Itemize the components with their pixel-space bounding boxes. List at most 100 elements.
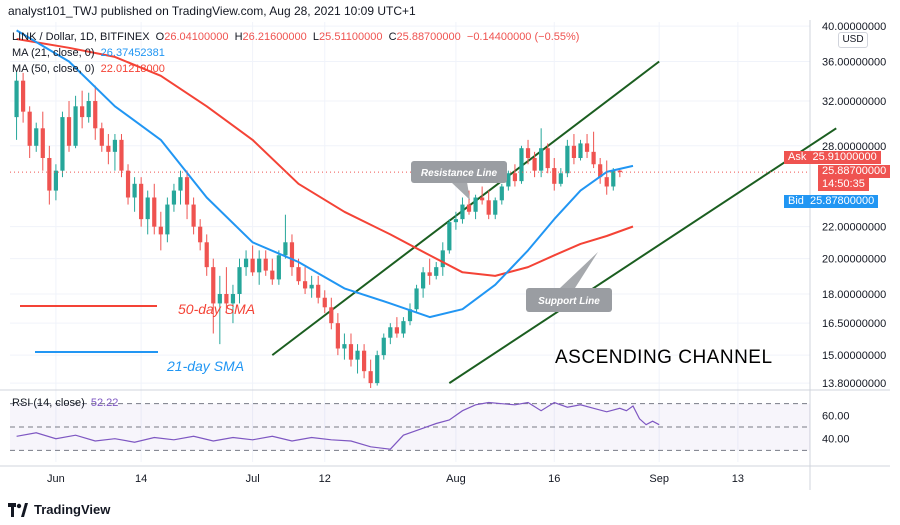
candle-body <box>414 288 419 310</box>
candle-body <box>512 173 518 182</box>
candle-body <box>335 323 340 349</box>
tradingview-logo-icon <box>8 502 28 517</box>
time-tick-label: 13 <box>732 473 744 485</box>
time-tick-label: Sep <box>649 473 669 485</box>
low-value: 25.51100000 <box>319 31 383 43</box>
candle-body <box>119 139 124 171</box>
candle-body <box>316 284 321 298</box>
candle-body <box>47 157 52 191</box>
low-label: L <box>312 31 320 43</box>
ohlc-legend: LINK / Dollar, 1D, BITFINEX O26.04100000… <box>12 31 579 43</box>
candle-body <box>329 307 334 324</box>
bid-label: Bid <box>788 195 804 207</box>
candle-body <box>66 117 72 146</box>
rsi-line <box>16 401 660 450</box>
change-value: −0.14400000 (−0.55%) <box>466 31 580 43</box>
price-tick-label: 22.00000000 <box>822 222 886 234</box>
candlestick-series <box>14 70 622 388</box>
candle-body <box>243 258 249 268</box>
candle-body <box>158 226 163 235</box>
candle-body <box>578 143 583 158</box>
candle-body <box>270 270 275 280</box>
price-tick-label: 16.50000000 <box>822 318 886 330</box>
candle-body <box>230 293 236 304</box>
ma50-legend: MA (50, close, 0) 22.01218000 <box>12 63 165 75</box>
tradingview-brand: TradingView <box>34 502 111 517</box>
ma50-line <box>16 38 634 277</box>
resistance-callout-pointer <box>451 182 470 200</box>
ma50-legend-label: MA (50, close, 0) <box>12 63 95 75</box>
high-label: H <box>234 31 243 43</box>
moving-averages <box>10 29 810 319</box>
candle-body <box>165 204 170 235</box>
candle-body <box>342 344 347 349</box>
candle-body <box>309 284 314 289</box>
candle-body <box>473 197 478 212</box>
candle-body <box>21 80 26 112</box>
ask-value: 25.91000000 <box>812 151 877 163</box>
support-callout-text: Support Line <box>538 296 600 307</box>
time-tick-label: 14 <box>135 473 147 485</box>
candle-body <box>60 117 65 171</box>
ask-tag: Ask 25.91000000 <box>784 151 881 164</box>
open-label: O <box>155 31 165 43</box>
candle-body <box>178 177 183 191</box>
candle-body <box>401 321 406 334</box>
candle-body <box>125 170 131 198</box>
symbol-label: LINK / Dollar, 1D, BITFINEX <box>12 31 150 43</box>
candle-body <box>198 226 203 243</box>
candle-body <box>617 170 622 173</box>
candle-body <box>302 281 308 289</box>
candle-body <box>191 204 196 227</box>
rsi-tick-label: 40.00 <box>822 434 850 446</box>
price-tick-label: 15.00000000 <box>822 350 886 362</box>
candle-body <box>355 350 360 360</box>
channel-line <box>448 127 837 384</box>
price-tick-label: 18.00000000 <box>822 289 886 301</box>
rsi-legend: RSI (14, close) 52.22 <box>12 397 118 409</box>
candle-body <box>184 177 190 205</box>
candle-body <box>211 267 216 304</box>
ascending-channel-label: ASCENDING CHANNEL <box>555 347 773 368</box>
candle-body <box>257 258 262 273</box>
candle-body <box>519 148 524 182</box>
candle-body <box>112 139 118 152</box>
candle-body <box>80 106 85 118</box>
candle-body <box>145 197 150 220</box>
candle-body <box>598 164 603 178</box>
time-tick-label: Jun <box>47 473 65 485</box>
chart-annotations: Resistance Line Support Line 50-day SMA 21-… <box>20 161 773 374</box>
candle-body <box>250 258 255 273</box>
candle-body <box>289 242 295 268</box>
ma21-legend: MA (21, close, 0) 26.37452381 <box>12 47 165 59</box>
ma50-legend-value: 22.01218000 <box>100 63 165 75</box>
candle-body <box>466 204 472 212</box>
candle-body <box>237 267 242 294</box>
candle-body <box>460 204 465 220</box>
time-axis[interactable]: Jun 14 Jul 12 Aug 16 Sep 13 <box>47 473 744 485</box>
candle-body <box>322 297 327 308</box>
candle-body <box>283 242 288 256</box>
candle-body <box>565 145 570 174</box>
tradingview-logo[interactable]: TradingView <box>8 502 110 517</box>
candle-body <box>14 80 19 118</box>
candle-body <box>532 157 537 171</box>
bid-tag: Bid 25.87800000 <box>784 195 879 208</box>
candle-body <box>539 148 544 171</box>
price-axis[interactable]: 60.00 40.00 40.00000000 36.00000000 32.00000… <box>822 21 886 446</box>
currency-button[interactable]: USD <box>838 32 868 48</box>
ma21-line <box>16 29 634 319</box>
time-tick-label: Aug <box>446 473 466 485</box>
rsi-legend-value: 52.22 <box>90 397 119 409</box>
candle-body <box>152 197 157 227</box>
published-by-line: analyst101_TWJ published on TradingView.… <box>8 4 416 18</box>
support-callout-box <box>526 288 612 312</box>
candle-body <box>263 258 268 271</box>
candle-body <box>99 128 104 146</box>
candle-body <box>171 190 177 205</box>
candle-body <box>447 222 452 251</box>
candle-body <box>571 145 577 158</box>
resistance-callout-text: Resistance Line <box>421 168 498 179</box>
candle-body <box>525 148 531 158</box>
